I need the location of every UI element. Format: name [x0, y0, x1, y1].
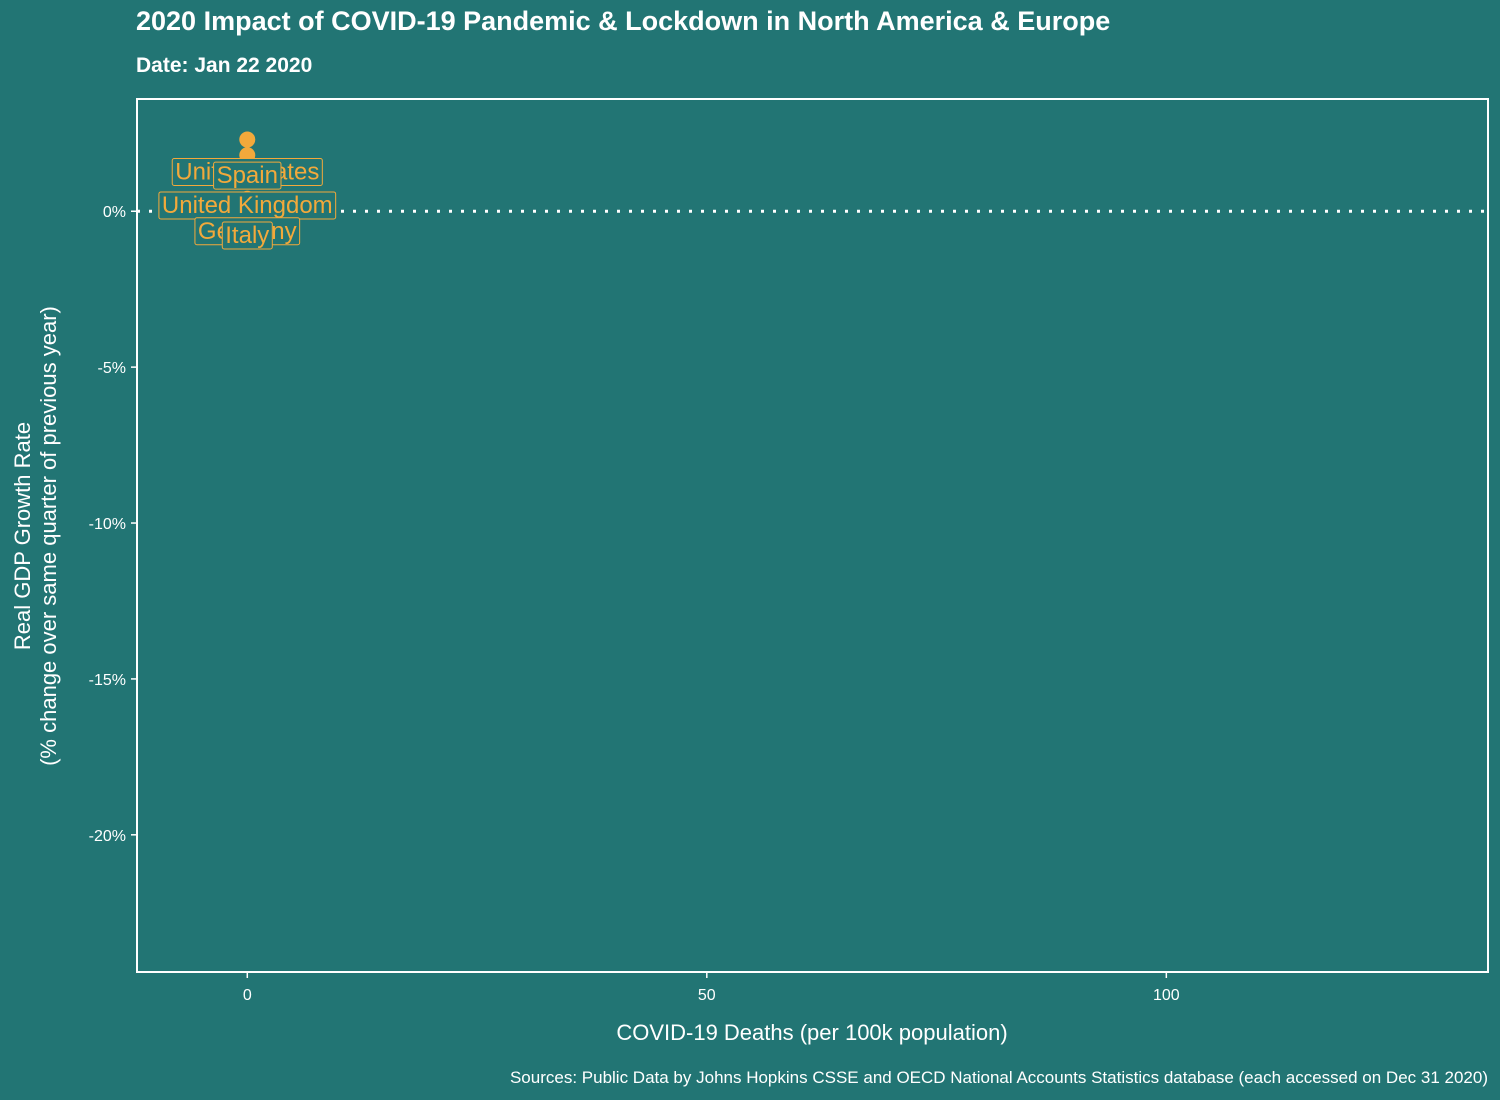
y-tick-label: -20%: [89, 828, 126, 845]
chart-title: 2020 Impact of COVID-19 Pandemic & Lockd…: [136, 6, 1111, 36]
x-tick-label: 0: [243, 987, 252, 1004]
y-axis-label-line-1: Real GDP Growth Rate: [10, 421, 35, 651]
y-tick-label: 0%: [103, 204, 126, 221]
y-tick-label: -10%: [89, 516, 126, 533]
data-point: [239, 131, 256, 148]
country-label-text: Italy: [225, 222, 269, 249]
x-tick-label: 100: [1153, 987, 1180, 1004]
x-axis-label: COVID-19 Deaths (per 100k population): [616, 1020, 1008, 1045]
country-label: Italy: [221, 221, 273, 250]
country-label-text: United Kingdom: [162, 192, 333, 219]
country-label-box: [221, 221, 273, 250]
sources-caption: Sources: Public Data by Johns Hopkins CS…: [509, 1068, 1488, 1087]
country-label-text: Spain: [217, 162, 278, 189]
country-label: United Kingdom: [158, 191, 337, 220]
y-tick-label: -5%: [98, 360, 126, 377]
y-axis-label: Real GDP Growth Rate (% change over same…: [10, 306, 62, 766]
y-axis-ticks: 0% -5% -10% -15% -20%: [89, 204, 137, 845]
x-tick-label: 50: [698, 987, 716, 1004]
chart-subtitle: Date: Jan 22 2020: [136, 54, 313, 77]
country-label: Spain: [213, 161, 282, 190]
y-tick-label: -15%: [89, 672, 126, 689]
x-axis-ticks: 0 50 100: [243, 972, 1180, 1004]
plot-panel-border: [136, 98, 1489, 973]
country-label-box: [213, 161, 282, 190]
y-axis-label-line-2: (% change over same quarter of previous …: [36, 306, 61, 766]
